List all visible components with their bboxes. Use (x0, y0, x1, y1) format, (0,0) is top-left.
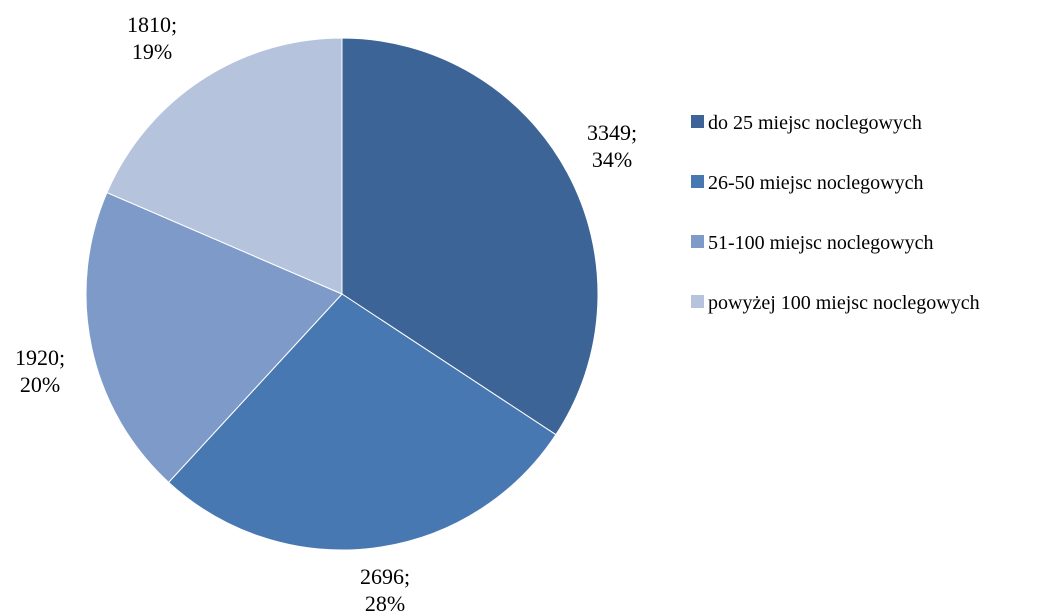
pie-slice (106, 37, 343, 295)
legend-swatch (691, 235, 704, 248)
slice-data-label: 1810; 19% (127, 12, 177, 64)
slice-data-label: 2696; 28% (360, 564, 410, 615)
legend-swatch (691, 115, 704, 128)
slice-percent-label: 19% (132, 39, 172, 64)
slice-percent-label: 28% (365, 591, 405, 615)
legend-label: powyżej 100 miejsc noclegowych (708, 292, 980, 314)
pie-slice (85, 191, 343, 484)
slice-value-label: 1920; (15, 345, 65, 370)
slice-percent-label: 20% (20, 372, 60, 397)
legend: do 25 miejsc noclegowych 26-50 miejsc noc… (691, 112, 980, 314)
slice-percent-label: 34% (592, 147, 632, 172)
slice-value-label: 3349; (587, 120, 637, 145)
legend-swatch (691, 175, 704, 188)
pie-data-labels: 3349; 34% 2696; 28% 1920; 20% 1810; 19% (15, 12, 637, 615)
slice-data-label: 1920; 20% (15, 345, 65, 397)
slice-value-label: 2696; (360, 564, 410, 589)
pie-slices (85, 37, 599, 551)
legend-swatch (691, 295, 704, 308)
legend-label: 51-100 miejsc noclegowych (708, 232, 934, 254)
slice-value-label: 1810; (127, 12, 177, 37)
legend-label: 26-50 miejsc noclegowych (708, 172, 924, 194)
slice-data-label: 3349; 34% (587, 120, 637, 172)
legend-label: do 25 miejsc noclegowych (708, 112, 922, 134)
pie-slice (167, 293, 557, 551)
